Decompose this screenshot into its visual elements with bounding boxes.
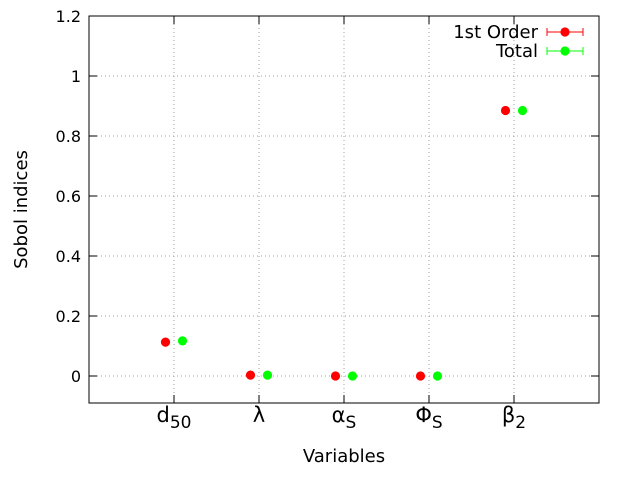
legend-marker xyxy=(560,27,570,37)
x-tick-label: β2 xyxy=(502,403,526,433)
y-tick-label: 0.8 xyxy=(56,127,81,146)
data-point xyxy=(500,105,511,116)
x-tick-label: λ xyxy=(253,403,265,427)
data-point xyxy=(160,337,171,347)
x-tick-label: ΦS xyxy=(415,403,442,433)
x-tick-label: αS xyxy=(332,403,357,433)
y-tick-label: 1.2 xyxy=(56,7,81,26)
data-point xyxy=(262,370,273,380)
y-axis-label: Sobol indices xyxy=(11,150,32,269)
axis-ticks: 0 0.2 0.4 0.6 0.8 1 1.2 d50 λ αS ΦS β2 xyxy=(56,7,599,433)
legend-label: 1st Order xyxy=(453,22,538,43)
data-point xyxy=(415,371,426,381)
x-tick-label-subscript: 50 xyxy=(170,413,192,433)
series-points xyxy=(160,105,528,381)
y-tick-label: 0.6 xyxy=(56,187,81,206)
data-point xyxy=(245,370,256,380)
data-point xyxy=(432,371,443,381)
data-point xyxy=(177,336,188,346)
y-tick-label: 1 xyxy=(71,67,81,86)
data-point xyxy=(517,105,528,116)
x-tick-label-subscript: S xyxy=(432,413,443,433)
x-tick-label-subscript: S xyxy=(346,413,357,433)
legend-label: Total xyxy=(495,41,538,62)
x-axis-label: Variables xyxy=(303,446,385,467)
y-tick-label: 0 xyxy=(71,367,81,386)
y-tick-label: 0.2 xyxy=(56,307,81,326)
legend-marker xyxy=(560,46,570,56)
x-tick-label-subscript: 2 xyxy=(515,413,526,433)
data-point xyxy=(330,371,341,381)
data-point xyxy=(347,371,358,381)
y-tick-label: 0.4 xyxy=(56,247,81,266)
x-tick-label: d50 xyxy=(157,403,192,433)
